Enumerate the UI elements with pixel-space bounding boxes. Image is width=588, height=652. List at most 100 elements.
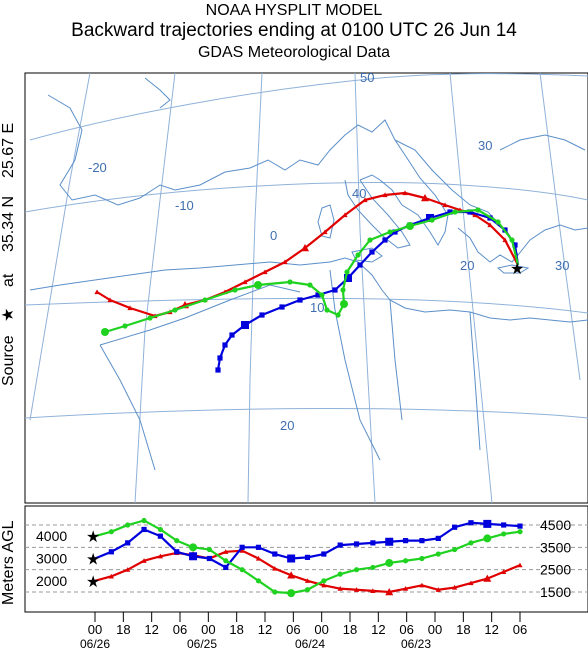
coastline-4	[29, 257, 588, 323]
grid-line-9	[539, 72, 581, 381]
red-height-marker-14	[321, 582, 327, 588]
red-trajectory-marker-6	[421, 194, 429, 202]
grid-label-0: -20	[88, 160, 107, 175]
hour-tick-2: 12	[144, 622, 158, 637]
red-trajectory-marker-9	[362, 197, 368, 203]
data-source-title: GDAS Meteorological Data	[197, 44, 391, 61]
green-height-marker-12	[287, 589, 296, 598]
green-height-marker-22	[452, 546, 458, 553]
blue-trajectory-marker-10	[369, 249, 375, 255]
green-trajectory-marker-13	[335, 312, 341, 318]
red-trajectory-marker-11	[322, 229, 328, 235]
right-tick-1: 3500	[540, 539, 571, 555]
green-height-marker-2	[125, 522, 131, 528]
coastline-5	[317, 204, 335, 239]
green-trajectory-marker-18	[254, 281, 262, 289]
green-trajectory-marker-4	[452, 209, 458, 215]
red-height-marker-18	[385, 588, 394, 596]
source-star-icon: ★	[510, 259, 524, 278]
red-height-marker-2	[125, 567, 131, 572]
green-trajectory-marker-10	[344, 269, 350, 275]
red-height-marker-4	[157, 553, 163, 559]
blue-trajectory-marker-14	[315, 292, 321, 298]
red-height-marker-20	[419, 582, 425, 588]
red-height-marker-16	[353, 587, 360, 592]
hour-tick-4: 00	[201, 622, 215, 637]
grid-labels: -20 -10 0 10 20 30 30 20 40 50	[88, 70, 569, 433]
blue-height-marker-10	[255, 544, 262, 550]
blue-height-marker-1	[108, 549, 114, 555]
green-height-marker-23	[468, 540, 474, 546]
blue-height-marker-4	[157, 533, 163, 539]
source-label-source: Source	[0, 335, 17, 386]
red-height-marker-13	[304, 578, 311, 583]
grid-line-8	[449, 72, 493, 504]
left-tick-0: 4000	[36, 528, 67, 544]
hour-tick-1: 18	[116, 622, 130, 637]
grid-label-5: 30	[555, 258, 569, 273]
green-height-marker-7	[206, 546, 213, 553]
blue-trajectory-marker-20	[222, 342, 228, 348]
blue-height-marker-7	[206, 555, 213, 562]
red-height-marker-24	[483, 574, 492, 582]
green-height-marker-14	[321, 578, 327, 584]
blue-height-marker-19	[402, 538, 409, 544]
red-height-marker-23	[468, 580, 474, 586]
left-tick-1: 3000	[36, 551, 67, 567]
source-label-at: at	[0, 273, 17, 287]
blue-height-marker-5	[174, 549, 180, 555]
blue-trajectory-marker-4	[467, 209, 473, 215]
grid-line-0	[29, 73, 588, 141]
blue-height-marker-9	[239, 544, 245, 550]
red-height-marker-22	[452, 584, 458, 590]
blue-height-marker-6	[189, 552, 198, 561]
green-trajectory-marker-21	[172, 307, 178, 313]
grid-label-9: 50	[360, 70, 374, 85]
profile-star-icon-2: ★	[86, 572, 100, 591]
grid-label-7: 20	[280, 418, 294, 433]
hour-tick-13: 18	[456, 622, 470, 637]
map-panel: -20 -10 0 10 20 30 30 20 40 50 ★	[24, 70, 588, 504]
hour-tick-14: 12	[484, 622, 498, 637]
green-height-marker-6	[189, 543, 198, 552]
blue-trajectory-marker-11	[357, 262, 363, 268]
trajectory-paths	[94, 190, 520, 373]
grid-line-3	[24, 407, 588, 419]
source-star-label-icon: ★	[0, 308, 17, 322]
green-trajectory-marker-22	[147, 315, 153, 321]
lat-lon-grid	[24, 72, 588, 504]
green-trajectory-marker-8	[367, 237, 373, 243]
green-height-marker-26	[517, 529, 523, 535]
hour-tick-12: 00	[428, 622, 442, 637]
green-trajectory-marker-11	[340, 287, 346, 293]
blue-height-marker-24	[483, 519, 492, 528]
blue-trajectory-marker-13	[332, 287, 338, 293]
red-trajectory-marker-8	[382, 192, 388, 198]
blue-height-marker-26	[517, 523, 523, 529]
hour-tick-7: 06	[286, 622, 300, 637]
right-tick-3: 1500	[540, 584, 571, 600]
profile-series	[94, 517, 523, 598]
coastline-1	[344, 179, 411, 249]
coastline-9	[99, 344, 156, 471]
hour-tick-9: 18	[343, 622, 357, 637]
blue-height-marker-12	[287, 554, 296, 563]
green-trajectory-marker-24	[101, 328, 109, 336]
grid-label-8: 40	[352, 186, 366, 201]
grid-label-1: -10	[175, 198, 194, 213]
green-height-marker-5	[174, 538, 180, 544]
red-height-marker-3	[141, 558, 147, 563]
blue-height-marker-17	[370, 540, 376, 546]
grid-line-2	[24, 297, 588, 314]
green-height-marker-25	[501, 531, 507, 537]
blue-trajectory-marker-21	[217, 355, 223, 361]
red-trajectory-marker-15	[242, 279, 248, 285]
red-height-marker-11	[272, 565, 278, 571]
blue-trajectory-marker-9	[382, 237, 388, 243]
blue-height-marker-21	[435, 535, 441, 541]
red-height-marker-15	[337, 586, 343, 591]
blue-height-marker-23	[468, 520, 474, 526]
right-height-ticks: 4500 3500 2500 1500	[540, 517, 571, 600]
green-trajectory-marker-19	[232, 287, 238, 293]
